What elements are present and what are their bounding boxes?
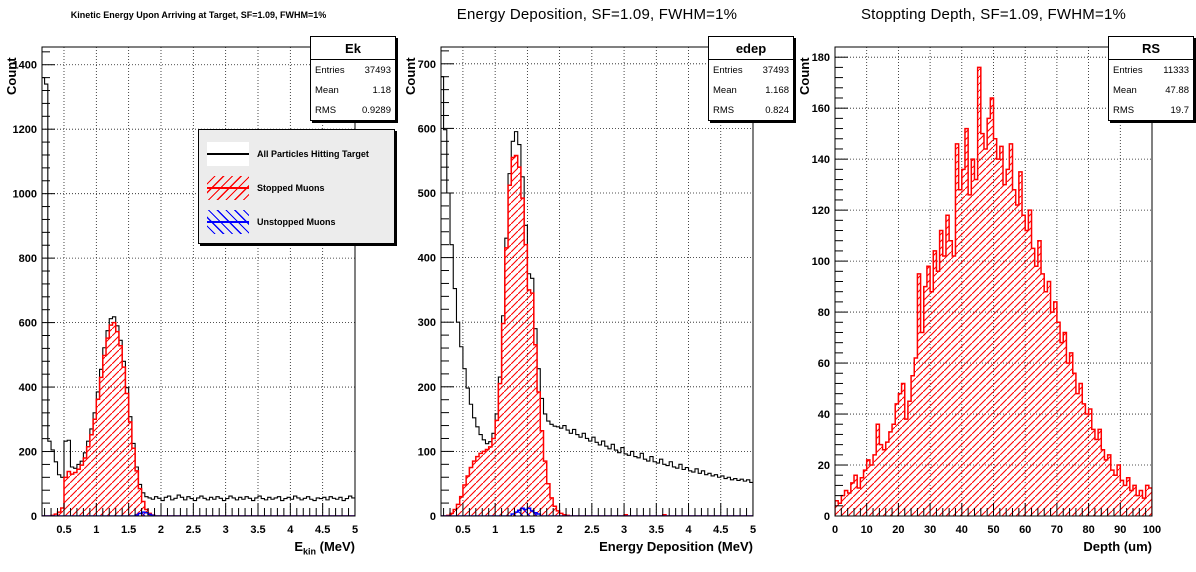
svg-text:4: 4 — [287, 524, 294, 536]
svg-text:3.5: 3.5 — [649, 524, 664, 536]
svg-text:400: 400 — [418, 253, 436, 265]
legend-item-all-particles: All Particles Hitting Target — [199, 137, 394, 171]
legend-item-unstopped-muons: Unstopped Muons — [199, 205, 394, 239]
chart-title-stopping-depth: Stoppting Depth, SF=1.09, FWHM=1% — [860, 6, 1127, 23]
svg-text:10: 10 — [861, 524, 873, 536]
svg-text:4.5: 4.5 — [315, 524, 330, 536]
svg-text:120: 120 — [812, 205, 830, 217]
svg-text:0.5: 0.5 — [56, 524, 71, 536]
svg-text:300: 300 — [418, 317, 436, 329]
svg-text:5: 5 — [352, 524, 358, 536]
svg-text:Count: Count — [4, 57, 19, 95]
svg-text:400: 400 — [19, 382, 37, 394]
stats-row-entries: Entries 11333 — [1113, 65, 1189, 76]
svg-text:40: 40 — [956, 524, 968, 536]
stats-box-title: edep — [709, 37, 793, 60]
svg-text:2.5: 2.5 — [584, 524, 599, 536]
svg-text:1000: 1000 — [13, 189, 37, 201]
svg-text:90: 90 — [1114, 524, 1126, 536]
panel-kinetic-energy: Kinetic Energy Upon Arriving at Target, … — [0, 0, 399, 572]
svg-text:4: 4 — [685, 524, 692, 536]
stats-row-mean: Mean 47.88 — [1113, 85, 1189, 96]
edep-histogram-plot: 0.5 1 1.5 2 2.5 3 3.5 4 4.5 5 0 100 200 300 400 500 600 7… — [403, 46, 756, 536]
svg-text:4.5: 4.5 — [713, 524, 728, 536]
svg-text:140: 140 — [812, 154, 830, 166]
svg-text:0: 0 — [430, 511, 436, 523]
svg-text:5: 5 — [750, 524, 756, 536]
svg-text:3: 3 — [621, 524, 627, 536]
red-hatch-swatch-icon — [207, 176, 249, 200]
ek-histogram-plot: 0.5 1 1.5 2 2.5 3 3.5 4 4.5 5 0 200 400 600 800 1000 120… — [4, 46, 358, 536]
svg-text:1400: 1400 — [13, 60, 37, 72]
chart-title-energy-deposition: Energy Deposition, SF=1.09, FWHM=1% — [456, 6, 738, 23]
svg-text:2: 2 — [557, 524, 563, 536]
stats-box-edep: edep Entries 37493 Mean 1.168 RMS 0.824 — [708, 36, 794, 121]
svg-text:500: 500 — [418, 188, 436, 200]
stats-row-rms: RMS 0.824 — [713, 105, 789, 116]
panel-energy-deposition: Energy Deposition, SF=1.09, FWHM=1% 0.5 1… — [399, 0, 798, 572]
blue-hatch-swatch-icon — [207, 210, 249, 234]
svg-text:3.5: 3.5 — [250, 524, 265, 536]
svg-text:60: 60 — [818, 358, 830, 370]
svg-text:0: 0 — [31, 511, 37, 523]
svg-text:160: 160 — [812, 103, 830, 115]
panel-stopping-depth: Stoppting Depth, SF=1.09, FWHM=1% 0 10 20 3… — [797, 0, 1196, 572]
svg-text:20: 20 — [818, 460, 830, 472]
svg-text:0: 0 — [824, 511, 830, 523]
stats-row-mean: Mean 1.168 — [713, 85, 789, 96]
stats-box-rs: RS Entries 11333 Mean 47.88 RMS 19.7 — [1108, 36, 1194, 121]
svg-text:100: 100 — [1143, 524, 1161, 536]
svg-text:600: 600 — [19, 318, 37, 330]
svg-text:40: 40 — [818, 409, 830, 421]
svg-text:20: 20 — [892, 524, 904, 536]
chart-title-kinetic-energy: Kinetic Energy Upon Arriving at Target, … — [70, 10, 327, 20]
svg-text:3: 3 — [223, 524, 229, 536]
black-line-swatch-icon — [207, 142, 249, 166]
stats-box-title: Ek — [311, 37, 395, 60]
svg-text:70: 70 — [1051, 524, 1063, 536]
legend-box: All Particles Hitting Target Stopped Muo… — [198, 129, 395, 244]
x-axis-title-ekin: Ekin (MeV) — [294, 539, 355, 557]
svg-text:50: 50 — [987, 524, 999, 536]
svg-text:200: 200 — [418, 382, 436, 394]
svg-text:700: 700 — [418, 59, 436, 71]
x-axis-title-edep: Energy Deposition (MeV) — [599, 539, 753, 554]
svg-text:600: 600 — [418, 123, 436, 135]
svg-text:0.5: 0.5 — [455, 524, 470, 536]
stats-row-mean: Mean 1.18 — [315, 85, 391, 96]
legend-item-stopped-muons: Stopped Muons — [199, 171, 394, 205]
svg-text:1.5: 1.5 — [121, 524, 136, 536]
svg-text:80: 80 — [818, 307, 830, 319]
svg-text:80: 80 — [1082, 524, 1094, 536]
svg-text:200: 200 — [19, 447, 37, 459]
svg-text:60: 60 — [1019, 524, 1031, 536]
svg-text:100: 100 — [812, 256, 830, 268]
stats-row-entries: Entries 37493 — [315, 65, 391, 76]
svg-text:2.5: 2.5 — [186, 524, 201, 536]
stats-box-ek: Ek Entries 37493 Mean 1.18 RMS 0.9289 — [310, 36, 396, 121]
svg-text:1: 1 — [93, 524, 99, 536]
stats-box-title: RS — [1109, 37, 1193, 60]
svg-text:2: 2 — [158, 524, 164, 536]
stats-row-entries: Entries 37493 — [713, 65, 789, 76]
stats-row-rms: RMS 19.7 — [1113, 105, 1189, 116]
svg-text:0: 0 — [832, 524, 838, 536]
svg-text:1: 1 — [492, 524, 498, 536]
svg-text:30: 30 — [924, 524, 936, 536]
svg-text:1.5: 1.5 — [520, 524, 535, 536]
svg-text:800: 800 — [19, 253, 37, 265]
x-axis-title-depth: Depth (um) — [1083, 539, 1152, 554]
rs-histogram-plot: 0 10 20 30 40 50 60 70 80 90 100 0 20 40 60 80 100 120 140… — [797, 46, 1161, 536]
svg-text:Count: Count — [797, 57, 812, 95]
svg-text:1200: 1200 — [13, 124, 37, 136]
stats-row-rms: RMS 0.9289 — [315, 105, 391, 116]
svg-text:Count: Count — [403, 57, 418, 95]
svg-text:180: 180 — [812, 52, 830, 64]
svg-text:100: 100 — [418, 446, 436, 458]
